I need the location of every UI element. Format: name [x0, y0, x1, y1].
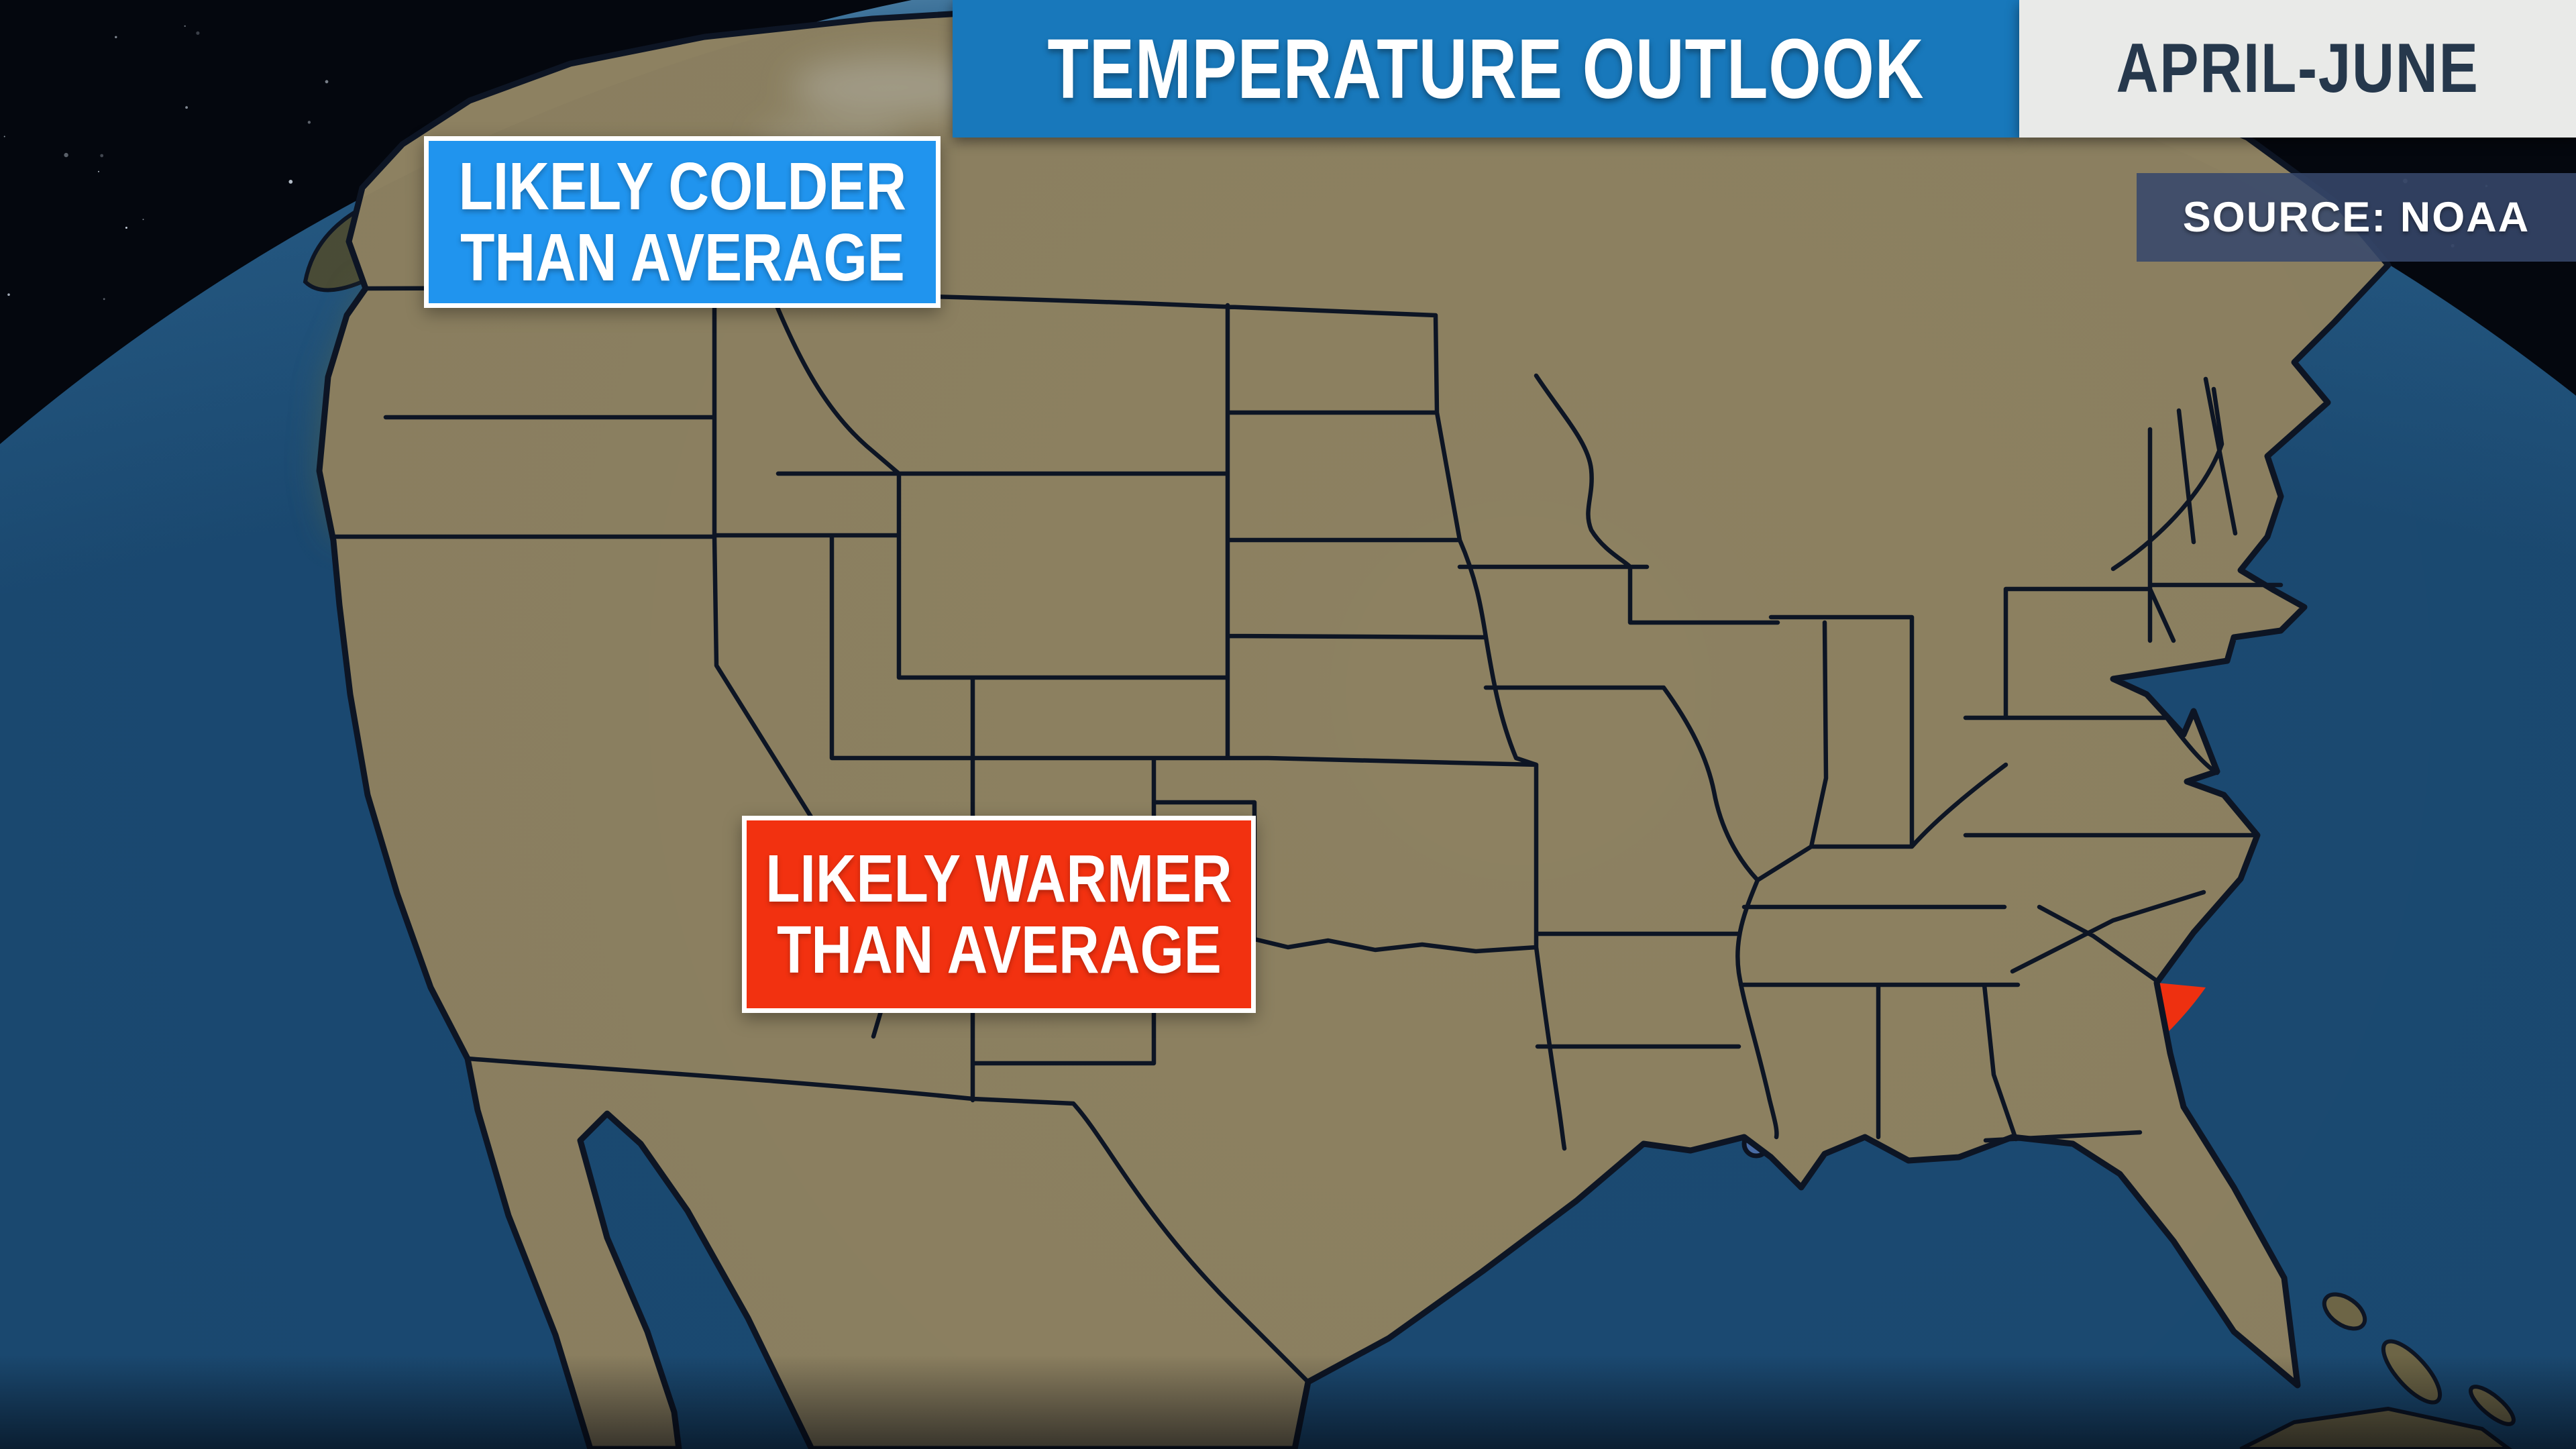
colder-than-average-label: LIKELY COLDER THAN AVERAGE	[424, 136, 941, 308]
source-box: SOURCE: NOAA	[2137, 173, 2576, 262]
title-bar: TEMPERATURE OUTLOOK	[953, 0, 2019, 138]
colder-label-line1: LIKELY COLDER	[458, 149, 906, 224]
warmer-than-average-label: LIKELY WARMER THAN AVERAGE	[742, 816, 1256, 1013]
colder-label-line2: THAN AVERAGE	[460, 220, 905, 295]
period-box: APRIL-JUNE	[2019, 0, 2576, 138]
warmer-label-line2: THAN AVERAGE	[776, 912, 1222, 987]
page-title: TEMPERATURE OUTLOOK	[1047, 21, 1925, 116]
warmer-label-line1: LIKELY WARMER	[765, 841, 1232, 916]
period-label: APRIL-JUNE	[2116, 30, 2479, 107]
source-label: SOURCE: NOAA	[2182, 194, 2530, 241]
bottom-vignette	[0, 1355, 2576, 1449]
